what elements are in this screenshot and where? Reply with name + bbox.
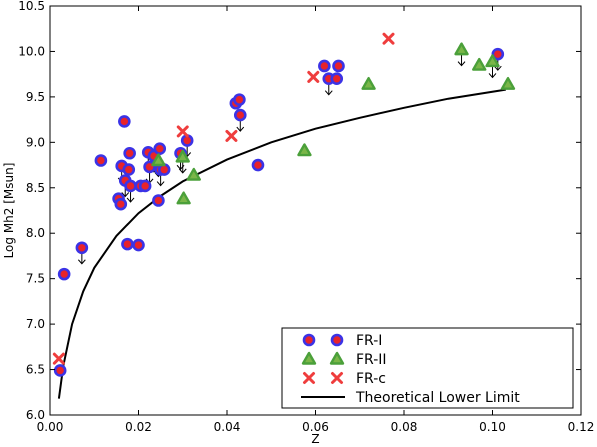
- theoretical-lower-limit-curve: [57, 88, 506, 399]
- fr-i-point: [122, 163, 136, 176]
- x-axis-label: Z: [311, 432, 319, 446]
- y-tick-label: 9.5: [26, 90, 45, 104]
- y-tick-label: 7.0: [26, 317, 45, 331]
- fr-i-point: [152, 194, 165, 207]
- fr-c-point: [225, 129, 238, 142]
- fr-i-point: [53, 364, 67, 377]
- upper-limit-arrow-head: [156, 181, 165, 187]
- fr-ii-point: [186, 167, 202, 181]
- fr-i-point: [318, 59, 331, 73]
- fr-i-point: [233, 108, 247, 122]
- fr-i-point: [332, 59, 345, 73]
- legend-fr-c-marker: [331, 372, 343, 384]
- upper-limit-arrow-head: [236, 126, 245, 132]
- fr-i-point: [124, 179, 137, 193]
- fr-i-point: [57, 267, 71, 281]
- y-tick-label: 8.0: [26, 226, 45, 240]
- x-tick-label: 0.08: [391, 420, 418, 434]
- y-tick-label: 9.0: [26, 135, 45, 149]
- fr-ii-point: [361, 76, 376, 90]
- x-marker-stroke: [176, 125, 189, 138]
- y-tick-label: 6.0: [26, 408, 45, 422]
- fr-i-point: [132, 238, 145, 252]
- fr-i-point: [491, 47, 505, 61]
- fr-i-point: [233, 93, 246, 106]
- upper-limit-arrow-head: [324, 90, 333, 96]
- x-marker-stroke: [307, 70, 320, 83]
- fr-i-point: [138, 179, 152, 193]
- fr-c-point: [307, 70, 320, 83]
- legend-fr-i-marker: [302, 333, 316, 347]
- y-tick-label: 8.5: [26, 181, 45, 195]
- x-tick-label: 0.00: [37, 420, 64, 434]
- curve-layer: [57, 88, 506, 399]
- y-tick-label: 6.5: [26, 363, 45, 377]
- y-tick-label: 10.5: [18, 0, 45, 13]
- legend-box: [281, 327, 574, 409]
- legend-fr-c-marker: [303, 372, 315, 384]
- legend-fr-ii-marker: [329, 351, 345, 365]
- upper-limit-arrow-head: [126, 197, 135, 203]
- fr-ii-point: [175, 149, 190, 163]
- legend-label: FR-c: [356, 371, 386, 387]
- upper-limit-arrow-head: [77, 259, 86, 265]
- fr-ii-point: [151, 153, 166, 167]
- y-tick-label: 10.0: [18, 44, 45, 58]
- legend-label: FR-I: [356, 333, 382, 349]
- fr-ii-point: [500, 76, 516, 90]
- fr-ii-point: [472, 57, 487, 71]
- fr-c-point: [52, 352, 65, 365]
- legend-label: Theoretical Lower Limit: [355, 390, 520, 406]
- legend: FR-I FR-II FR-c Theoretical Lower Limit: [281, 327, 574, 409]
- x-marker-stroke: [225, 129, 238, 142]
- upper-limit-arrow-head: [493, 65, 502, 71]
- x-marker-stroke: [382, 32, 395, 45]
- x-tick-label: 0.10: [479, 420, 506, 434]
- upper-limit-arrow-head: [457, 61, 466, 67]
- fr-i-point: [251, 158, 265, 172]
- fr-c-point: [176, 125, 189, 138]
- x-marker-stroke: [52, 352, 65, 365]
- fr-i-point: [94, 154, 108, 167]
- x-marker-stroke: [331, 372, 343, 384]
- upper-limit-arrow-head: [488, 73, 497, 79]
- y-axis-label: Log Mh2 [Msun]: [2, 163, 16, 259]
- fr-i-point: [121, 237, 134, 251]
- fr-i-point: [330, 72, 344, 86]
- legend-fr-ii-marker: [301, 351, 317, 365]
- legend-fr-i-marker: [330, 333, 344, 347]
- legend-label: FR-II: [356, 352, 387, 368]
- fr-i-point: [123, 146, 136, 160]
- fr-i-point: [118, 115, 131, 128]
- upper-limit-arrow-head: [121, 192, 130, 198]
- ticks-layer: 0.00 0.02 0.04 0.06 0.08 0.10 0.12 6.0 6.5 7.0 7.5…: [18, 0, 594, 434]
- fr-ii-point: [176, 191, 191, 205]
- fr-ii-point: [454, 42, 469, 56]
- fr-ii-point: [485, 54, 500, 68]
- x-tick-label: 0.04: [214, 420, 241, 434]
- fr-i-point: [75, 241, 89, 255]
- fr-ii-point: [297, 143, 312, 157]
- points-layer: [52, 32, 516, 377]
- x-tick-label: 0.02: [125, 420, 152, 434]
- x-tick-label: 0.12: [568, 420, 595, 434]
- x-marker-stroke: [303, 372, 315, 384]
- upper-limit-arrow-head: [178, 168, 187, 174]
- fr-i-point: [114, 197, 128, 211]
- x-tick-label: 0.06: [302, 420, 329, 434]
- y-tick-label: 7.5: [26, 272, 45, 286]
- fr-c-point: [382, 32, 395, 45]
- fr-i-point: [153, 142, 167, 155]
